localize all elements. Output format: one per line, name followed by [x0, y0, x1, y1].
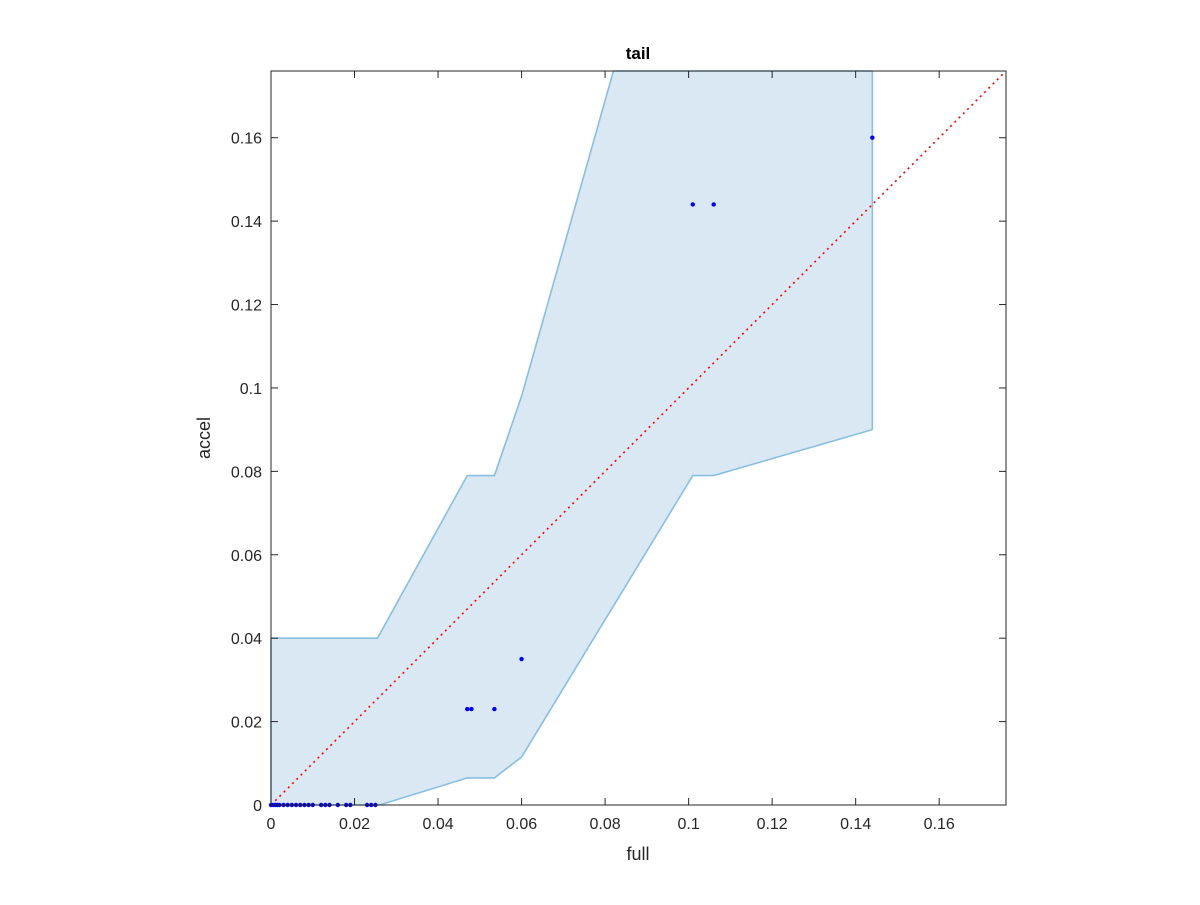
y-tick-label: 0.02 — [231, 715, 262, 732]
plot-area — [268, 70, 1007, 808]
x-tick-label: 0.12 — [757, 816, 788, 833]
y-axis-label: accel — [194, 417, 214, 459]
y-tick-label: 0.08 — [231, 464, 262, 481]
x-tick-label: 0 — [267, 816, 276, 833]
y-tick-label: 0.04 — [231, 631, 262, 648]
data-point — [519, 656, 524, 662]
data-point — [711, 202, 716, 207]
y-tick-label: 0 — [253, 798, 262, 815]
data-point — [870, 135, 875, 140]
reference-line — [270, 70, 1007, 806]
data-point — [492, 706, 497, 712]
y-tick-label: 0.1 — [240, 381, 262, 398]
x-tick-label: 0.16 — [924, 816, 955, 833]
x-axis-label: full — [626, 844, 649, 864]
axes: 0 0.02 0.04 0.06 0.08 0.1 0.12 0.14 0.16 0 0.02 0.0… — [231, 70, 1007, 833]
data-point — [690, 202, 695, 207]
data-point — [469, 706, 474, 712]
y-tick-label: 0.14 — [231, 214, 262, 231]
x-tick-label: 0.14 — [840, 816, 871, 833]
x-tick-label: 0.08 — [590, 816, 621, 833]
chart-title: tail — [626, 44, 651, 63]
data-point — [465, 706, 470, 712]
band-area — [271, 71, 873, 805]
axes-box — [270, 70, 1007, 806]
x-tick-label: 0.1 — [677, 816, 699, 833]
x-tick-label: 0.04 — [422, 816, 453, 833]
x-tick-label: 0.06 — [506, 816, 537, 833]
y-tick-label: 0.12 — [231, 298, 262, 315]
x-tick-label: 0.02 — [339, 816, 370, 833]
y-tick-label: 0.16 — [231, 131, 262, 148]
y-tick-label: 0.06 — [231, 548, 262, 565]
band-lower-edge — [271, 428, 873, 806]
